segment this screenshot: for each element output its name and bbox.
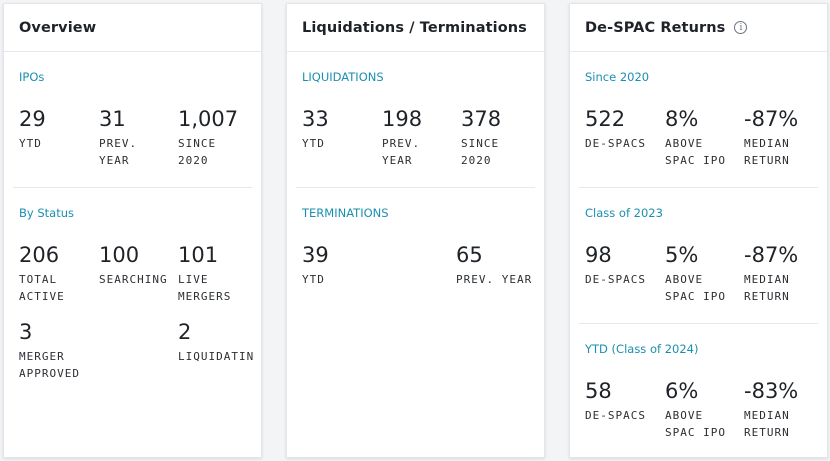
stat-value: 58 (585, 379, 612, 403)
stat-label: MERGER APPROVED (19, 350, 80, 380)
status-searching-stat: 100 SEARCHING (99, 243, 168, 288)
liquidations-section-title: LIQUIDATIONS (302, 70, 384, 84)
stat-label: YTD (19, 137, 42, 150)
stat-label: ABOVE SPAC IPO (665, 137, 726, 167)
stat-value: -83% (744, 379, 799, 403)
status-total-active-stat: 206 TOTAL ACTIVE (19, 243, 65, 305)
stat-label: YTD (302, 273, 325, 286)
since-2020-section-title: Since 2020 (585, 70, 650, 84)
stat-label: ABOVE SPAC IPO (665, 273, 726, 303)
class2023-despacs-stat: 98 DE-SPACS (585, 243, 646, 288)
liq-ytd-stat: 33 YTD (302, 107, 329, 152)
ipos-since-2020-stat: 1,007 SINCE 2020 (178, 107, 238, 169)
stat-label: DE-SPACS (585, 409, 646, 422)
stat-label: MEDIAN RETURN (744, 273, 790, 303)
stat-label: LIQUIDATIN (178, 350, 255, 363)
stat-label: PREV. YEAR (382, 137, 421, 167)
since2020-above-ipo-stat: 8% ABOVE SPAC IPO (665, 107, 726, 169)
stat-value: 101 (178, 243, 219, 267)
stat-value: 206 (19, 243, 60, 267)
stat-value: 2 (178, 320, 192, 344)
despac-card: De-SPAC Returns i Since 2020 522 DE-SPAC… (569, 3, 828, 458)
section-divider (13, 187, 252, 188)
stat-value: 33 (302, 107, 329, 131)
stat-label: LIVE MERGERS (178, 273, 232, 303)
stat-value: 8% (665, 107, 699, 131)
overview-card: Overview IPOs 29 YTD 31 PREV. YEAR 1,007… (3, 3, 262, 458)
liq-since-2020-stat: 378 SINCE 2020 (461, 107, 501, 169)
despac-header: De-SPAC Returns i (570, 4, 827, 52)
stat-value: 39 (302, 243, 329, 267)
stat-value: 1,007 (178, 107, 239, 131)
liquidations-header: Liquidations / Terminations (287, 4, 544, 52)
ipos-section-title: IPOs (19, 70, 45, 84)
class2023-median-return-stat: -87% MEDIAN RETURN (744, 243, 798, 305)
stat-label: PREV. YEAR (99, 137, 138, 167)
stat-label: PREV. YEAR (456, 273, 533, 286)
stat-value: 100 (99, 243, 140, 267)
stat-label: DE-SPACS (585, 273, 646, 286)
since2020-despacs-stat: 522 DE-SPACS (585, 107, 646, 152)
overview-title: Overview (19, 19, 97, 36)
stat-value: 65 (456, 243, 483, 267)
term-prev-year-stat: 65 PREV. YEAR (456, 243, 532, 288)
stat-label: ABOVE SPAC IPO (665, 409, 726, 439)
stat-label: MEDIAN RETURN (744, 409, 790, 439)
ipos-ytd-stat: 29 YTD (19, 107, 46, 152)
liquidations-card: Liquidations / Terminations LIQUIDATIONS… (286, 3, 545, 458)
class-2023-section-title: Class of 2023 (585, 206, 663, 220)
stat-value: -87% (744, 107, 799, 131)
by-status-section-title: By Status (19, 206, 74, 220)
ytd2024-median-return-stat: -83% MEDIAN RETURN (744, 379, 798, 441)
stat-value: 6% (665, 379, 699, 403)
status-merger-approved-stat: 3 MERGER APPROVED (19, 320, 80, 382)
stat-value: 3 (19, 320, 33, 344)
despac-title: De-SPAC Returns (585, 19, 726, 36)
ipos-prev-year-stat: 31 PREV. YEAR (99, 107, 137, 169)
ytd2024-above-ipo-stat: 6% ABOVE SPAC IPO (665, 379, 726, 441)
stat-label: YTD (302, 137, 325, 150)
stat-value: 198 (382, 107, 423, 131)
status-live-mergers-stat: 101 LIVE MERGERS (178, 243, 231, 305)
stat-label: DE-SPACS (585, 137, 646, 150)
ytd-2024-section-title: YTD (Class of 2024) (585, 342, 699, 356)
terminations-section-title: TERMINATIONS (302, 206, 389, 220)
info-icon[interactable]: i (734, 21, 748, 34)
section-divider (579, 323, 818, 324)
liquidations-title: Liquidations / Terminations (302, 19, 527, 36)
ytd2024-despacs-stat: 58 DE-SPACS (585, 379, 646, 424)
stat-label: SEARCHING (99, 273, 168, 286)
section-divider (296, 187, 535, 188)
stat-label: TOTAL ACTIVE (19, 273, 65, 303)
stat-label: SINCE 2020 (178, 137, 217, 167)
stat-value: 378 (461, 107, 502, 131)
overview-header: Overview (4, 4, 261, 52)
liq-prev-year-stat: 198 PREV. YEAR (382, 107, 422, 169)
stat-label: MEDIAN RETURN (744, 137, 790, 167)
term-ytd-stat: 39 YTD (302, 243, 329, 288)
stat-value: 98 (585, 243, 612, 267)
section-divider (579, 187, 818, 188)
since2020-median-return-stat: -87% MEDIAN RETURN (744, 107, 798, 169)
class2023-above-ipo-stat: 5% ABOVE SPAC IPO (665, 243, 726, 305)
stat-value: -87% (744, 243, 799, 267)
stat-value: 5% (665, 243, 699, 267)
stat-value: 522 (585, 107, 626, 131)
stat-value: 29 (19, 107, 46, 131)
stat-label: SINCE 2020 (461, 137, 500, 167)
stat-value: 31 (99, 107, 126, 131)
status-liquidating-stat: 2 LIQUIDATIN (178, 320, 254, 365)
